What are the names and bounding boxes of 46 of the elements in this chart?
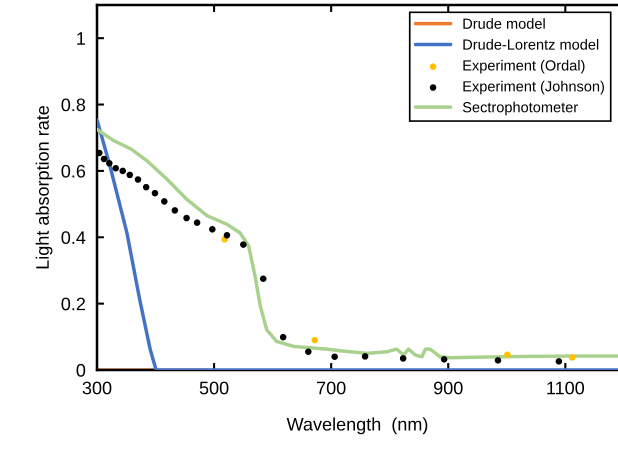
point bbox=[112, 164, 119, 172]
point bbox=[240, 241, 247, 248]
point bbox=[331, 353, 338, 360]
point bbox=[142, 184, 150, 190]
point bbox=[224, 232, 230, 239]
x-tick-label: 700 bbox=[317, 382, 346, 394]
point bbox=[97, 150, 103, 156]
point bbox=[126, 172, 134, 178]
point bbox=[504, 351, 511, 358]
point bbox=[569, 354, 576, 361]
point bbox=[494, 357, 502, 364]
point bbox=[100, 156, 108, 162]
x-tick-label: 300 bbox=[82, 382, 112, 394]
point bbox=[152, 190, 158, 196]
point bbox=[312, 336, 318, 344]
point bbox=[106, 160, 113, 167]
point bbox=[400, 355, 406, 362]
point bbox=[305, 348, 312, 356]
point bbox=[280, 334, 286, 340]
point bbox=[120, 168, 126, 174]
legend-label: Drude-Lorentz model bbox=[463, 39, 598, 50]
point bbox=[260, 275, 267, 282]
point bbox=[440, 356, 448, 363]
x-tick-label: 500 bbox=[200, 382, 228, 394]
y-axis-title: Light absorption rate bbox=[36, 106, 52, 268]
legend-label: Sectrophotometer bbox=[462, 102, 578, 116]
point bbox=[134, 176, 142, 183]
y-tick-label: 0.8 bbox=[61, 98, 86, 112]
x-axis-title: Wavelength (nm) bbox=[286, 417, 428, 434]
y-tick-label: 1 bbox=[77, 32, 86, 45]
point bbox=[161, 198, 168, 205]
legend-label: Drude model bbox=[463, 18, 545, 29]
point bbox=[172, 207, 178, 214]
x-tick-label: 1100 bbox=[547, 382, 584, 394]
y-tick-label: 0.2 bbox=[61, 298, 85, 310]
point bbox=[209, 226, 216, 233]
x-tick-label: 900 bbox=[434, 382, 463, 394]
y-tick-label: 0.4 bbox=[61, 231, 86, 244]
legend-label: Experiment (Johnson) bbox=[463, 80, 604, 94]
point bbox=[183, 214, 190, 222]
point bbox=[362, 353, 368, 360]
point bbox=[556, 358, 562, 365]
legend-label: Experiment (Ordal) bbox=[463, 60, 585, 74]
point bbox=[194, 219, 200, 226]
y-tick-label: 0 bbox=[76, 364, 86, 377]
y-tick-label: 0.6 bbox=[61, 164, 86, 178]
